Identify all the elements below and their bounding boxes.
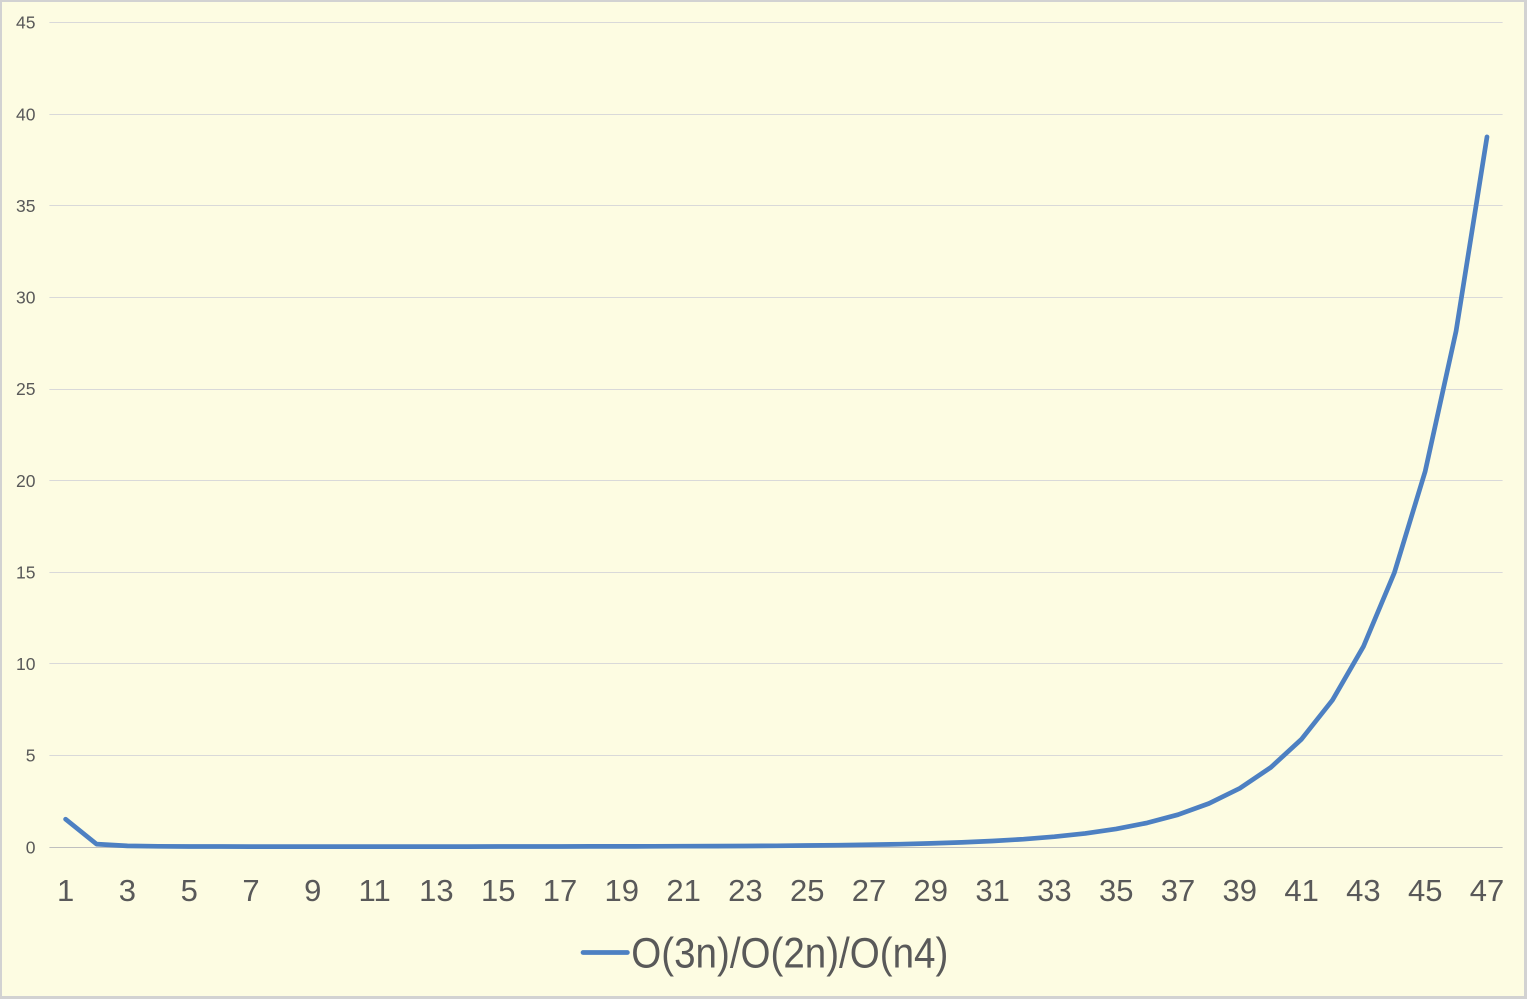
svg-text:45: 45 [1408, 873, 1442, 908]
svg-text:25: 25 [16, 379, 35, 399]
svg-text:O(3n)/O(2n)/O(n4): O(3n)/O(2n)/O(n4) [631, 930, 948, 978]
svg-text:35: 35 [16, 196, 35, 216]
svg-text:45: 45 [16, 13, 35, 33]
svg-text:21: 21 [666, 873, 700, 908]
svg-text:27: 27 [852, 873, 886, 908]
svg-text:43: 43 [1346, 873, 1380, 908]
svg-text:1: 1 [57, 873, 74, 908]
svg-text:15: 15 [16, 562, 35, 582]
svg-text:19: 19 [605, 873, 639, 908]
svg-text:33: 33 [1037, 873, 1071, 908]
svg-text:5: 5 [181, 873, 198, 908]
svg-text:37: 37 [1161, 873, 1195, 908]
svg-text:11: 11 [359, 873, 391, 908]
svg-text:41: 41 [1284, 873, 1318, 908]
svg-text:39: 39 [1223, 873, 1257, 908]
svg-text:20: 20 [16, 471, 36, 491]
svg-text:13: 13 [419, 873, 453, 908]
svg-text:0: 0 [26, 837, 36, 857]
svg-text:31: 31 [975, 873, 1009, 908]
svg-text:47: 47 [1470, 873, 1504, 908]
svg-text:35: 35 [1099, 873, 1133, 908]
svg-text:29: 29 [914, 873, 948, 908]
svg-text:3: 3 [119, 873, 136, 908]
svg-text:25: 25 [790, 873, 824, 908]
svg-text:17: 17 [543, 873, 577, 908]
svg-text:5: 5 [26, 746, 36, 766]
svg-text:23: 23 [728, 873, 762, 908]
svg-text:40: 40 [16, 104, 36, 124]
svg-text:15: 15 [481, 873, 515, 908]
svg-text:7: 7 [242, 873, 259, 908]
svg-text:10: 10 [16, 654, 36, 674]
svg-text:30: 30 [16, 288, 36, 308]
svg-text:9: 9 [304, 873, 321, 908]
